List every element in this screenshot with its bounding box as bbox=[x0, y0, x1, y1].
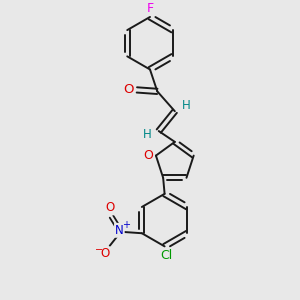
Text: H: H bbox=[182, 100, 190, 112]
Text: Cl: Cl bbox=[160, 249, 172, 262]
Text: O: O bbox=[101, 248, 110, 260]
Text: O: O bbox=[123, 83, 134, 96]
Text: O: O bbox=[105, 201, 115, 214]
Text: −: − bbox=[94, 245, 103, 255]
Text: N: N bbox=[115, 224, 124, 237]
Text: O: O bbox=[143, 149, 153, 162]
Text: F: F bbox=[146, 2, 154, 15]
Text: +: + bbox=[122, 220, 130, 230]
Text: H: H bbox=[143, 128, 152, 141]
